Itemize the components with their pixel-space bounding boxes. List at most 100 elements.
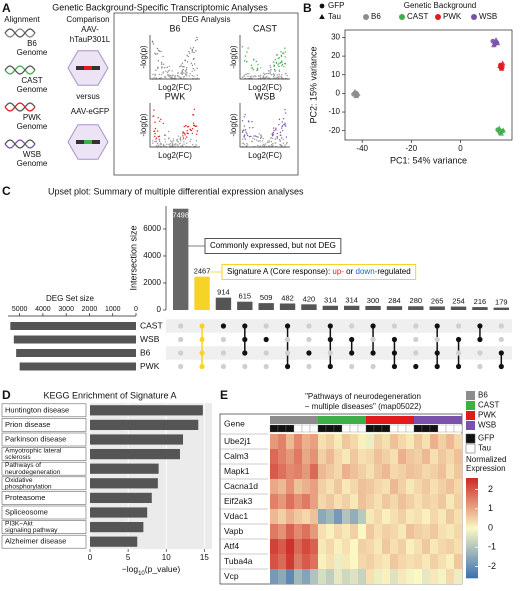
volcano-point [186, 75, 188, 77]
matrix-dot [178, 363, 184, 370]
heatmap-cell [382, 449, 391, 465]
colorbar-segment [466, 482, 478, 485]
volcano-point [269, 69, 272, 71]
volcano-point [274, 138, 277, 140]
volcano-point [156, 130, 159, 132]
matrix-dot [306, 350, 312, 356]
heatmap-cell [358, 434, 367, 450]
matrix-dot [413, 363, 419, 370]
heatmap-cell [430, 434, 439, 450]
colorbar-segment [466, 484, 478, 487]
volcano-point [152, 115, 154, 117]
volcano-point [249, 75, 251, 78]
heatmap-cell [438, 554, 447, 570]
heatmap-cell [374, 494, 383, 510]
heatmap-cell [374, 509, 383, 525]
volcano-point [273, 74, 276, 77]
heatmap-cell [438, 464, 447, 480]
heatmap-cell [294, 434, 303, 450]
heatmap-cell [358, 479, 367, 495]
volcano-point [159, 142, 162, 144]
heatmap-cell [334, 434, 343, 450]
heatmap-cell [454, 554, 463, 570]
colorbar-segment [466, 528, 478, 531]
strain-annotation [390, 416, 398, 424]
volcano-point [250, 135, 252, 138]
row-label: Eif2ak3 [224, 496, 253, 506]
volcano-point [162, 55, 164, 58]
volcano-point [244, 129, 247, 131]
volcano-point [186, 61, 189, 63]
volcano-point [160, 61, 163, 64]
heatmap-cell [270, 539, 279, 555]
heatmap-cell [406, 524, 415, 540]
matrix-dot [327, 336, 333, 343]
colorbar-segment [466, 538, 478, 541]
volcano-point [154, 135, 156, 138]
volcano-point [164, 138, 166, 140]
volcano-point [282, 117, 285, 120]
y-tick-label: 6000 [143, 224, 161, 233]
volcano-title: B6 [169, 23, 180, 33]
heatmap-cell [366, 554, 375, 570]
heatmap-cell [358, 509, 367, 525]
heatmap-cell [294, 449, 303, 465]
bar [194, 276, 210, 310]
volcano-point [185, 73, 188, 75]
strain-annotation [294, 416, 302, 424]
volcano-point [189, 73, 191, 75]
heatmap-cell [294, 479, 303, 495]
volcano-point [172, 138, 175, 140]
volcano-point [277, 64, 279, 66]
set-size-bar [16, 349, 136, 357]
heatmap-cell [310, 464, 319, 480]
heatmap-cell [422, 554, 431, 570]
matrix-dot [434, 363, 440, 370]
volcano-point [184, 138, 187, 140]
volcano-point [263, 73, 266, 75]
volcano-point [284, 56, 286, 58]
volcano-point [286, 141, 288, 144]
volcano-point [157, 143, 159, 145]
volcano-point [263, 144, 266, 147]
volcano-point [270, 66, 272, 68]
x-tick-label: 0 [88, 553, 93, 562]
volcano-point [251, 141, 253, 143]
heatmap-cell [286, 524, 295, 540]
row-label: Mapk1 [224, 466, 250, 476]
strain-annotation [438, 416, 446, 424]
heatmap-cell [310, 524, 319, 540]
annotation-part: or [344, 267, 356, 276]
volcano-point [152, 73, 154, 76]
volcano-point [269, 72, 271, 75]
legend-label: PWK [478, 411, 497, 420]
matrix-dot [349, 363, 355, 370]
heatmap-cell [302, 479, 311, 495]
x-tick-label: -20 [406, 144, 418, 153]
heatmap-cell [430, 539, 439, 555]
volcano-point [162, 122, 164, 125]
heatmap-cell [270, 554, 279, 570]
condition-annotation [277, 424, 287, 433]
colorbar-label: Expression [466, 464, 506, 473]
heatmap-cell [302, 524, 311, 540]
matrix-dot [242, 350, 248, 356]
condition-annotation [317, 424, 327, 433]
volcano-point [279, 134, 281, 136]
legend-swatch [465, 443, 476, 454]
colorbar-tick-label: -1 [488, 542, 496, 552]
volcano-point [246, 142, 248, 145]
volcano-point [179, 65, 181, 68]
volcano-point [278, 123, 280, 126]
colorbar-segment [466, 490, 478, 493]
set-size-tick-label: 3000 [58, 306, 74, 313]
colorbar-segment [466, 532, 478, 535]
value-label: 300 [367, 296, 380, 305]
y-tick-label: sclerosis [5, 454, 31, 461]
heatmap-cell [358, 554, 367, 570]
heatmap-cell [438, 509, 447, 525]
volcano-point [167, 130, 170, 133]
heatmap-cell [358, 569, 367, 585]
matrix-dot [263, 323, 269, 329]
heatmap-cell [334, 554, 343, 570]
